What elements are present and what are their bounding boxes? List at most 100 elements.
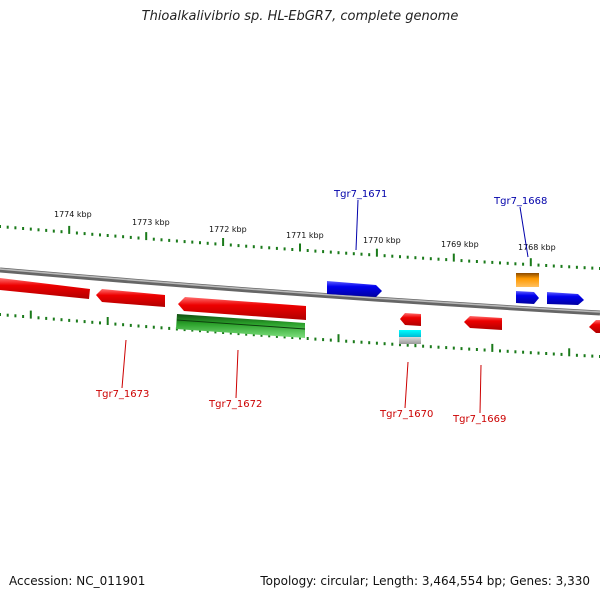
- minor-tick: [552, 264, 555, 268]
- minor-tick: [399, 255, 401, 259]
- minor-tick: [529, 351, 532, 355]
- minor-tick: [406, 343, 409, 347]
- gene-tgr7-1669-arrow[interactable]: [464, 316, 502, 330]
- minor-tick: [314, 337, 317, 341]
- gene-forward-arrow-right[interactable]: [547, 292, 584, 305]
- minor-tick: [245, 332, 248, 336]
- minor-tick: [575, 353, 578, 357]
- minor-tick: [514, 350, 517, 354]
- minor-tick: [6, 225, 9, 229]
- leader-line: [479, 364, 482, 414]
- minor-tick: [460, 347, 463, 351]
- minor-tick: [14, 314, 17, 318]
- leader-line: [355, 199, 359, 251]
- small-feature-grey[interactable]: [399, 337, 421, 344]
- gene-label-tgr7-1668[interactable]: Tgr7_1668: [493, 196, 547, 207]
- minor-tick: [206, 241, 209, 245]
- minor-tick: [468, 347, 471, 351]
- minor-tick: [483, 348, 486, 352]
- gene-tgr7-1668-arrow[interactable]: [516, 291, 539, 304]
- scale-label: 1771 kbp: [286, 231, 324, 240]
- gene-edge-arrow[interactable]: [589, 320, 600, 333]
- minor-tick: [406, 255, 409, 259]
- minor-tick: [314, 249, 317, 253]
- gene-tgr7-1670-arrow[interactable]: [400, 313, 421, 326]
- minor-tick: [583, 266, 586, 270]
- gene-tgr7-1671-arrow[interactable]: [327, 281, 382, 297]
- minor-tick: [568, 265, 571, 269]
- minor-tick: [506, 261, 509, 265]
- gene-label-tgr7-1672[interactable]: Tgr7_1672: [208, 399, 262, 410]
- major-tick: [145, 232, 148, 241]
- minor-tick: [352, 340, 355, 344]
- minor-tick: [0, 225, 1, 228]
- minor-tick: [522, 350, 525, 354]
- minor-tick: [45, 228, 48, 232]
- minor-tick: [237, 244, 240, 248]
- major-tick: [452, 253, 455, 262]
- minor-tick: [537, 263, 540, 267]
- rna-feature[interactable]: [176, 314, 306, 338]
- minor-tick: [560, 352, 563, 356]
- small-feature-cyan[interactable]: [399, 330, 421, 337]
- minor-tick: [499, 261, 501, 265]
- scale-label: 1768 kbp: [518, 243, 556, 252]
- minor-tick: [437, 345, 440, 349]
- minor-tick: [591, 354, 594, 358]
- major-tick: [68, 225, 71, 234]
- minor-tick: [37, 228, 40, 232]
- minor-tick: [391, 254, 394, 258]
- minor-tick: [275, 246, 278, 250]
- minor-tick: [322, 250, 325, 254]
- minor-tick: [299, 336, 301, 340]
- minor-tick: [399, 343, 401, 347]
- minor-tick: [52, 317, 55, 321]
- major-tick: [299, 243, 301, 252]
- minor-tick: [506, 349, 509, 353]
- minor-tick: [83, 320, 86, 324]
- gene-tgr7-1673-arrow[interactable]: [0, 278, 90, 299]
- minor-tick: [222, 331, 225, 334]
- minor-tick: [468, 259, 471, 263]
- gene-tgr7-1673b-arrow[interactable]: [96, 289, 165, 307]
- minor-tick: [99, 233, 101, 237]
- gene-label-tgr7-1670[interactable]: Tgr7_1670: [379, 409, 433, 420]
- gene-label-tgr7-1673[interactable]: Tgr7_1673: [95, 389, 149, 400]
- minor-tick: [306, 337, 309, 340]
- inner-scale-ticks: [0, 310, 600, 358]
- minor-tick: [368, 253, 371, 257]
- minor-tick: [283, 335, 286, 339]
- gene-label-tgr7-1669[interactable]: Tgr7_1669: [452, 414, 506, 425]
- orange-feature[interactable]: [516, 273, 539, 287]
- minor-tick: [6, 313, 9, 317]
- minor-tick: [422, 256, 425, 260]
- minor-tick: [552, 352, 555, 356]
- minor-tick: [152, 325, 155, 329]
- minor-tick: [214, 330, 217, 334]
- minor-tick: [60, 230, 63, 234]
- minor-tick: [252, 245, 255, 249]
- minor-tick: [199, 329, 201, 333]
- minor-tick: [460, 259, 463, 263]
- minor-tick: [14, 226, 17, 230]
- major-tick: [337, 334, 340, 343]
- minor-tick: [137, 324, 140, 328]
- minor-tick: [91, 320, 94, 324]
- diagram-title: Thioalkalivibrio sp. HL-EbGR7, complete …: [141, 9, 459, 24]
- minor-tick: [122, 235, 125, 239]
- minor-tick: [206, 329, 209, 333]
- scale-label: 1773 kbp: [132, 218, 170, 227]
- gene-label-tgr7-1671[interactable]: Tgr7_1671: [333, 189, 387, 200]
- minor-tick: [499, 349, 501, 353]
- scale-label: 1769 kbp: [441, 240, 479, 249]
- minor-tick: [360, 340, 363, 344]
- minor-tick: [145, 325, 148, 329]
- major-tick: [529, 258, 532, 267]
- minor-tick: [575, 265, 578, 269]
- gene-tgr7-1672-arrow[interactable]: [178, 297, 306, 320]
- scale-label: 1770 kbp: [363, 236, 401, 245]
- minor-tick: [591, 266, 594, 270]
- minor-tick: [22, 315, 25, 318]
- minor-tick: [75, 319, 78, 323]
- minor-tick: [260, 245, 263, 249]
